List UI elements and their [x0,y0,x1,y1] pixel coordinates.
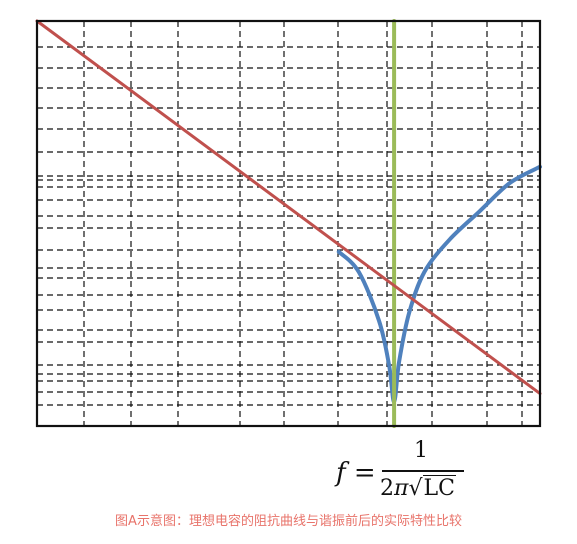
impedance-chart [35,19,542,428]
resonance-formula: f = 1 2π√LC [330,436,480,506]
ideal-capacitor-line [35,19,542,396]
plot-border [35,19,542,428]
formula-den-prefix: 2 [380,476,394,501]
chart-grid [37,21,540,426]
formula-denominator: 2π√LC [380,475,456,501]
chart-series [35,19,542,428]
formula-den-pi: π [394,476,409,501]
formula-den-radical-sign: √ [408,476,423,501]
formula-numerator: 1 [414,438,428,463]
formula-fraction-bar [382,470,464,472]
formula-den-radicand: LC [422,475,456,501]
figure-caption: 图A示意图：理想电容的阻抗曲线与谐振前后的实际特性比较 [115,514,462,529]
formula-lhs: f = [336,458,376,488]
actual-impedance-curve [336,164,542,404]
